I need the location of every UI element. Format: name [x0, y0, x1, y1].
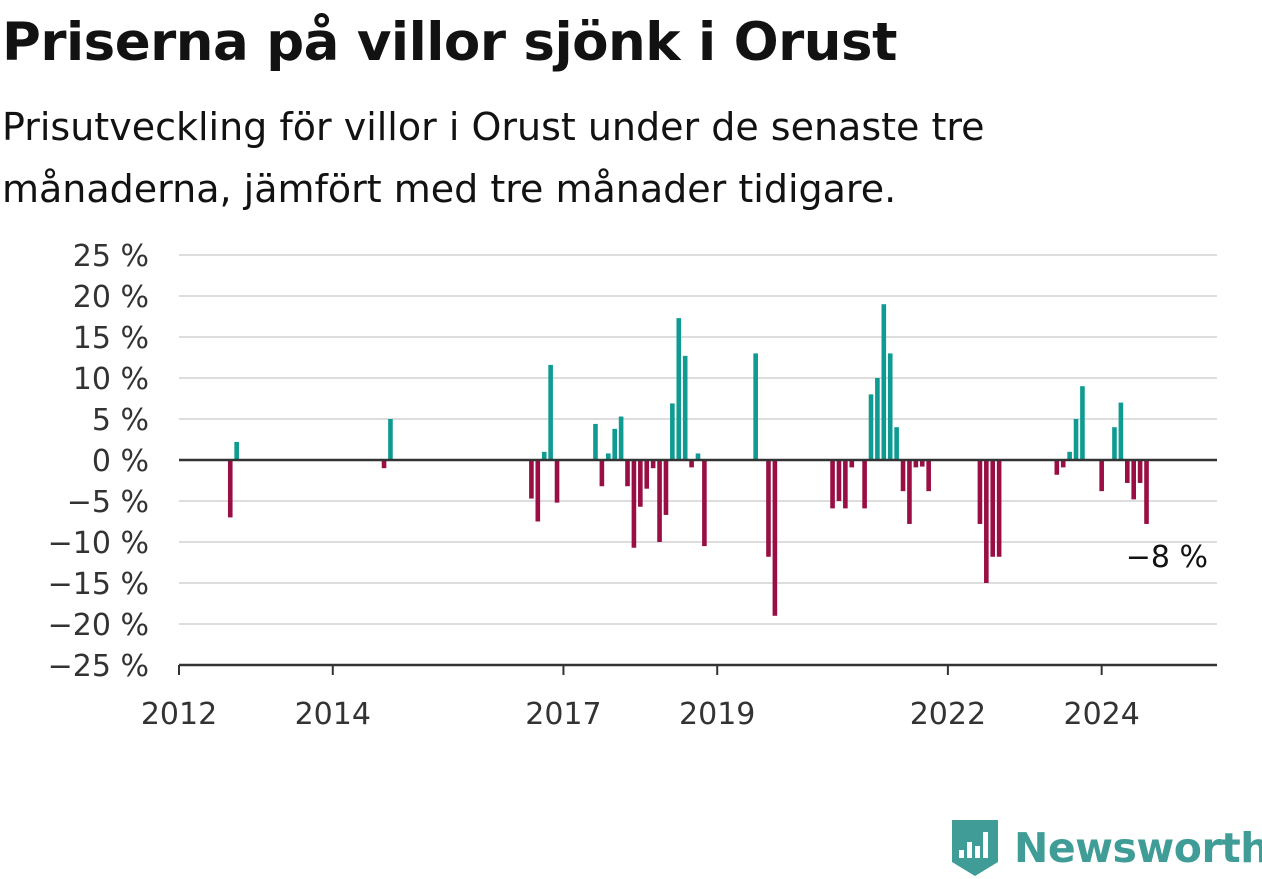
newsworthy-logo: Newsworthy	[950, 818, 1262, 878]
bar	[663, 460, 669, 515]
bar	[593, 423, 598, 460]
bar	[843, 460, 848, 509]
bars	[227, 304, 1149, 616]
y-tick-label: 5 %	[92, 403, 149, 438]
y-tick-label: −20 %	[48, 608, 149, 643]
x-tick-label: 2014	[295, 697, 371, 732]
bar	[753, 353, 758, 460]
bar	[702, 460, 707, 547]
bar	[907, 460, 912, 524]
bar	[644, 460, 650, 489]
newsworthy-logo-icon	[952, 820, 998, 876]
bar	[830, 460, 835, 509]
bar	[984, 460, 989, 583]
y-tick-label: −10 %	[48, 526, 149, 561]
bar	[548, 364, 553, 460]
bar	[631, 460, 637, 548]
y-tick-label: 10 %	[73, 362, 149, 397]
bar	[535, 460, 541, 522]
bar	[926, 460, 931, 492]
last-value-label: −8 %	[1126, 540, 1208, 575]
bar	[625, 460, 630, 487]
bar	[541, 451, 547, 460]
axes	[178, 458, 1217, 675]
bar	[1124, 460, 1130, 483]
y-tick-label: −15 %	[48, 567, 149, 602]
bar	[234, 441, 239, 460]
bar	[887, 353, 893, 460]
bar	[900, 460, 906, 492]
bar	[1080, 386, 1085, 460]
x-tick-label: 2022	[910, 697, 986, 732]
bar	[1118, 402, 1124, 460]
bar	[689, 460, 694, 468]
bar	[554, 460, 560, 503]
y-tick-label: −25 %	[48, 649, 149, 684]
bar	[996, 460, 1002, 557]
labels: 25 % 20 % 15 % 10 % 5 % 0 % −5 % −10 % −15 % −20 …	[48, 239, 1208, 732]
bar	[388, 419, 393, 460]
bar	[1131, 460, 1137, 500]
bar	[881, 304, 887, 460]
chart-title: Priserna på villor sjönk i Orust	[2, 12, 897, 73]
bar	[670, 403, 675, 460]
bar	[529, 460, 534, 499]
bar	[605, 453, 611, 460]
bar	[977, 460, 983, 524]
bar	[1060, 460, 1066, 468]
bar	[612, 428, 618, 460]
chart-subtitle: Prisutveckling för villor i Orust under …	[2, 105, 985, 211]
bar	[1137, 460, 1143, 483]
bar	[1112, 427, 1117, 460]
bar	[836, 460, 842, 501]
bar	[913, 460, 919, 468]
bar	[638, 460, 643, 507]
bar	[919, 460, 925, 467]
bar	[599, 460, 605, 487]
bar	[381, 460, 387, 469]
bar	[990, 460, 996, 557]
bar	[1054, 460, 1060, 475]
bar	[695, 453, 701, 460]
bar	[227, 460, 233, 518]
bar	[894, 427, 899, 460]
bar	[618, 416, 624, 460]
x-tick-label: 2019	[679, 697, 755, 732]
bar	[849, 460, 855, 468]
x-tick-label: 2024	[1063, 697, 1139, 732]
bar	[682, 355, 688, 460]
bar	[862, 460, 867, 509]
x-tick-label: 2017	[525, 697, 601, 732]
bar	[1073, 419, 1079, 460]
y-tick-label: 15 %	[73, 321, 149, 356]
grid-lines	[179, 254, 1217, 625]
bar	[766, 460, 771, 557]
bar	[1067, 451, 1072, 460]
bar	[1099, 460, 1104, 492]
bar	[868, 394, 874, 460]
brand-name: Newsworthy	[1014, 824, 1262, 872]
y-tick-label: −5 %	[67, 485, 149, 520]
x-tick-label: 2012	[141, 697, 217, 732]
y-tick-label: 25 %	[73, 239, 149, 274]
bar	[875, 378, 880, 460]
bar	[1144, 460, 1149, 524]
bar	[657, 460, 662, 542]
y-tick-label: 0 %	[92, 444, 149, 479]
bar	[772, 460, 778, 616]
y-tick-label: 20 %	[73, 280, 149, 315]
bar	[650, 460, 656, 469]
bar	[676, 318, 682, 460]
